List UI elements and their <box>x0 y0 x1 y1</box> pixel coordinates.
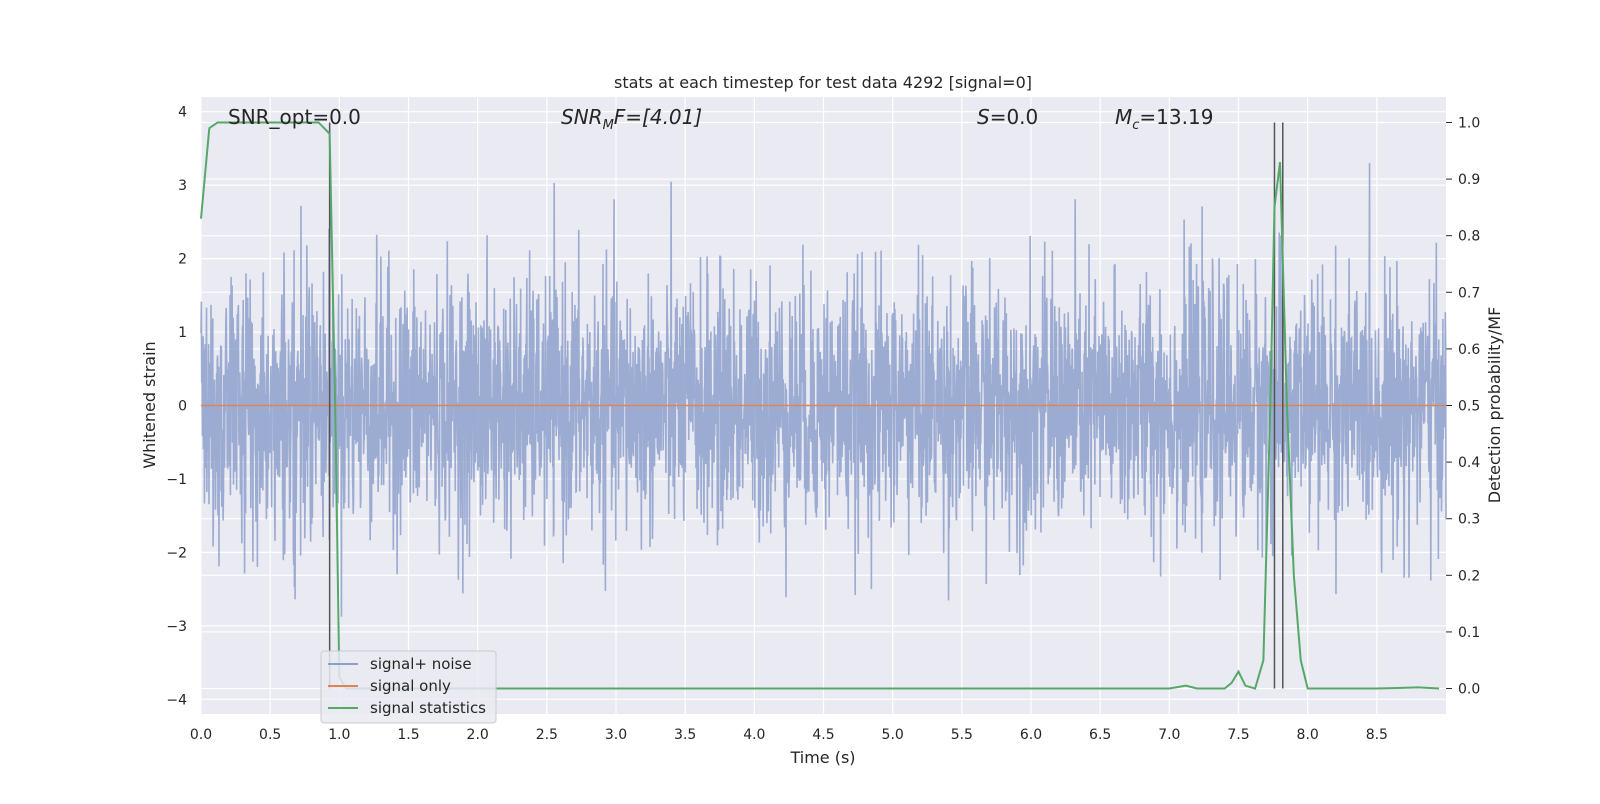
noise-series <box>200 163 1447 617</box>
x-tick-label: 1.5 <box>397 727 419 743</box>
mc-base: M <box>1115 105 1132 129</box>
y-tick-label: 2 <box>178 252 187 268</box>
series-signal-statistics-line <box>200 121 1440 690</box>
y-axis-label: Whitened strain <box>140 341 159 468</box>
y2-tick-label: 0.0 <box>1458 682 1480 698</box>
y2-tick-label: 0.8 <box>1458 229 1480 245</box>
annotation-mc: Mc=13.19 <box>1115 105 1213 133</box>
y2-tick-label: 0.5 <box>1458 399 1480 415</box>
x-tick-label: 6.0 <box>1020 727 1042 743</box>
legend-label-signal-only: signal only <box>370 677 451 695</box>
legend-box <box>320 650 497 724</box>
series-signal-noise-line <box>200 163 1447 617</box>
x-tick-label: 2.5 <box>536 727 558 743</box>
y2-tick-label: 0.9 <box>1458 172 1480 188</box>
annotation-s: S=0.0 <box>977 105 1038 129</box>
series-lines <box>200 121 1446 690</box>
x-tick-label: 0.0 <box>190 727 212 743</box>
snr-mf-rest: F=[4.01] <box>614 105 702 129</box>
y-tick-label: 3 <box>178 178 187 194</box>
x-tick-label: 5.0 <box>882 727 904 743</box>
x-tick-label: 8.0 <box>1297 727 1319 743</box>
x-tick-label: 0.5 <box>259 727 281 743</box>
y-tick-label: 4 <box>178 105 187 121</box>
s-symbol: S <box>977 105 990 129</box>
y2-tick-label: 0.6 <box>1458 342 1480 358</box>
legend: signal+ noise signal only signal statist… <box>320 650 497 724</box>
annotation-snr-opt: SNR_opt=0.0 <box>228 105 361 129</box>
x-tick-label: 2.0 <box>467 727 489 743</box>
x-axis-label: Time (s) <box>789 748 855 767</box>
tick-labels: 0.0 0.5 1.0 1.5 2.0 2.5 3.0 3.5 4.0 4.5 5.0 5.5 6.0 6… <box>166 105 1480 743</box>
annotation-snr-mf: SNRMF=[4.01] <box>561 105 702 133</box>
snr-mf-base: SNR <box>561 105 603 129</box>
y-tick-label: 1 <box>178 325 187 341</box>
x-tick-label: 6.5 <box>1089 727 1111 743</box>
y2-tick-label: 0.3 <box>1458 512 1480 528</box>
mc-rest: =13.19 <box>1139 105 1213 129</box>
snr-mf-sub: M <box>603 118 614 133</box>
y2-tick-label: 1.0 <box>1458 115 1480 131</box>
y2-tick-label: 0.2 <box>1458 568 1480 584</box>
y2-tick-label: 0.7 <box>1458 285 1480 301</box>
chart-title: stats at each timestep for test data 429… <box>614 73 1032 92</box>
x-tick-label: 4.5 <box>812 727 834 743</box>
y-tick-label: −3 <box>166 619 187 635</box>
s-rest: =0.0 <box>990 105 1039 129</box>
y2-tick-label: 0.1 <box>1458 625 1480 641</box>
x-tick-label: 5.5 <box>951 727 973 743</box>
legend-label-signal-noise: signal+ noise <box>370 655 472 673</box>
legend-label-signal-statistics: signal statistics <box>370 699 486 717</box>
y-tick-label: −1 <box>166 472 187 488</box>
y2-tick-label: 0.4 <box>1458 455 1480 471</box>
x-tick-label: 8.5 <box>1366 727 1388 743</box>
x-tick-label: 7.5 <box>1227 727 1249 743</box>
y2-axis-label: Detection probability/MF <box>1485 307 1504 504</box>
mc-sub: c <box>1132 118 1139 133</box>
x-tick-label: 3.5 <box>674 727 696 743</box>
x-tick-label: 1.0 <box>328 727 350 743</box>
x-tick-label: 4.0 <box>743 727 765 743</box>
x-tick-label: 3.0 <box>605 727 627 743</box>
x-tick-label: 7.0 <box>1158 727 1180 743</box>
y-tick-label: −2 <box>166 545 187 561</box>
y-tick-label: −4 <box>166 692 187 708</box>
y-tick-label: 0 <box>178 399 187 415</box>
